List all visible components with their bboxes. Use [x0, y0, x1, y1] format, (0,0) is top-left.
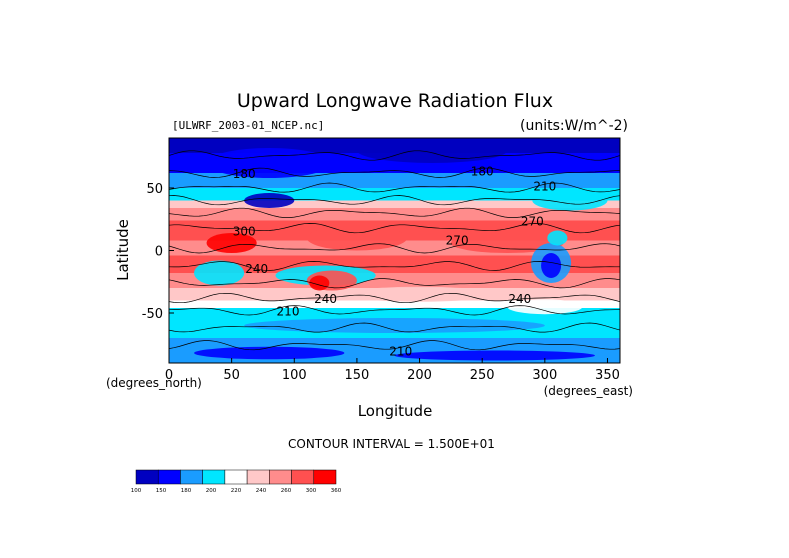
- field-blob-17: [394, 350, 595, 361]
- contour-line-1: [169, 167, 620, 178]
- field-blob-2: [306, 225, 408, 251]
- field-blob-11: [356, 138, 508, 163]
- field-blob-0: [156, 8, 181, 43]
- field-blob-18: [507, 299, 583, 315]
- colorbar-label: 300: [306, 488, 317, 494]
- contour-label: 180: [233, 167, 256, 181]
- field-blob-9: [541, 253, 562, 278]
- x-unit-label: (degrees_east): [544, 384, 633, 398]
- units-label: (units:W/m^-2): [520, 118, 628, 134]
- colorbar-label: 100: [131, 488, 142, 494]
- y-tick-label: 50: [146, 182, 163, 197]
- contour-label: 300: [233, 225, 256, 239]
- colorbar-swatch: [180, 469, 203, 485]
- colorbar-label: 150: [156, 488, 167, 494]
- colorbar-label: 240: [256, 488, 267, 494]
- contour-line-3: [169, 195, 620, 206]
- contour-line-11: [169, 322, 620, 333]
- contour-label: 240: [508, 292, 531, 306]
- colorbar-label: 200: [206, 488, 217, 494]
- contour-line-2: [169, 182, 620, 193]
- contour-label: 210: [533, 180, 556, 194]
- x-tick-label: 250: [470, 368, 495, 383]
- contour-labels: 180 180 210 270 300 270 240 240 240 210 210: [233, 165, 557, 359]
- contour-label: 210: [277, 305, 300, 319]
- contour-line-6: [169, 243, 620, 254]
- colorbar-swatch: [313, 469, 337, 485]
- field-band-12: [169, 308, 620, 323]
- field-band-11: [169, 300, 620, 308]
- contour-label: 180: [471, 165, 494, 179]
- contour-line-5: [169, 223, 620, 234]
- contour-line-9: [169, 292, 620, 304]
- field-blob-12: [206, 148, 332, 178]
- x-tick-label: 150: [345, 368, 370, 383]
- chart-title: Upward Longwave Radiation Flux: [237, 90, 553, 112]
- colorbar-swatch: [135, 469, 159, 485]
- colorbar-label: 360: [331, 488, 342, 494]
- x-tick-label: 350: [595, 368, 620, 383]
- contour-label: 270: [446, 233, 469, 247]
- field-blob-15: [244, 318, 545, 333]
- contour-line-8: [169, 278, 620, 289]
- x-tick-label: 0: [165, 368, 173, 383]
- field-blob-4: [194, 260, 245, 286]
- field-blob-16: [194, 346, 345, 360]
- colorbar-swatch: [202, 469, 226, 485]
- y-unit-label: (degrees_north): [106, 376, 202, 390]
- colorbar-swatch: [224, 469, 248, 485]
- y-tick-label: 0: [155, 245, 163, 260]
- contour-label: 240: [245, 262, 268, 276]
- field-blob-14: [244, 193, 295, 208]
- colorbar-label: 260: [281, 488, 292, 494]
- field-band-4: [169, 200, 620, 208]
- field-blob-7: [309, 275, 330, 291]
- x-tick-label: 100: [282, 368, 307, 383]
- colorbar-swatch: [269, 469, 292, 485]
- y-axis-label: Latitude: [114, 219, 132, 281]
- field-blob-13: [532, 190, 608, 211]
- contour-line-0: [169, 150, 620, 161]
- field-blob-10: [547, 230, 568, 246]
- contour-lines: [169, 150, 620, 351]
- y-tick-label: -50: [142, 307, 163, 322]
- x-tick-label: 300: [532, 368, 557, 383]
- colorbar: 100 150 180 200 220 240 260 300 360: [131, 469, 342, 494]
- contour-line-4: [169, 207, 620, 218]
- x-axis-label: Longitude: [358, 402, 433, 420]
- contour-interval-label: CONTOUR INTERVAL = 1.500E+01: [288, 437, 495, 451]
- y-axis: 50 0 -50: [142, 182, 174, 322]
- contour-label: 270: [521, 215, 544, 229]
- contour-label: 210: [389, 345, 412, 359]
- x-axis: 0 50 100 150 200 250 300 350: [165, 358, 620, 383]
- field-blob-1: [206, 233, 257, 253]
- contour-line-10: [169, 305, 620, 316]
- colorbar-label: 180: [181, 488, 192, 494]
- colorbar-swatch: [246, 469, 270, 485]
- field-blob-19: [344, 286, 495, 302]
- x-tick-label: 50: [223, 368, 240, 383]
- field-band-5: [169, 208, 620, 221]
- field-blob-3: [450, 233, 564, 253]
- colorbar-label: 220: [231, 488, 242, 494]
- contour-line-7: [169, 261, 620, 271]
- file-label: [ULWRF_2003-01_NCEP.nc]: [172, 119, 324, 132]
- colorbar-swatch: [291, 469, 315, 485]
- x-tick-label: 200: [407, 368, 432, 383]
- contour-label: 240: [314, 292, 337, 306]
- colorbar-swatch: [157, 469, 181, 485]
- contour-line-12: [169, 340, 620, 351]
